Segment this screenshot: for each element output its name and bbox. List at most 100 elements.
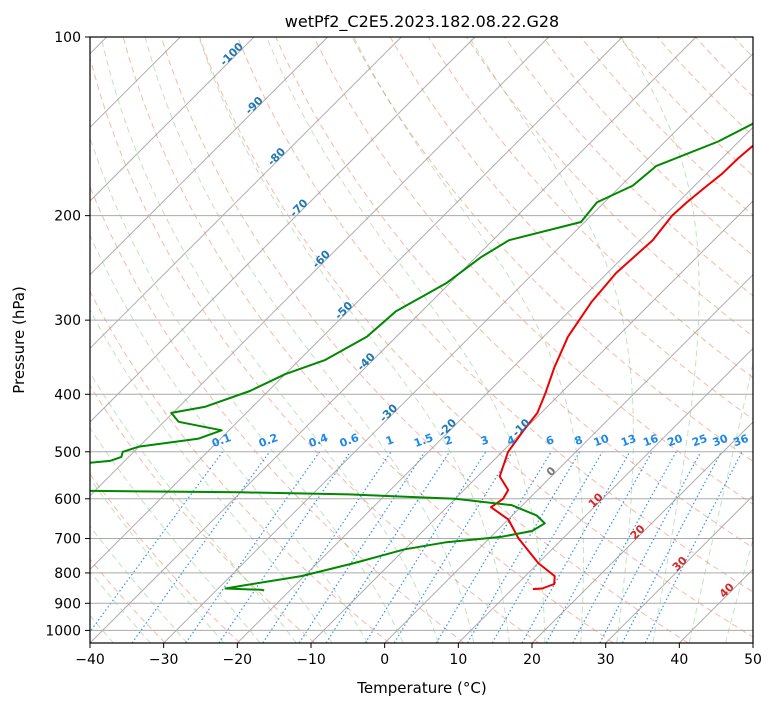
moist-adiabat-line [90,233,369,643]
dry-adiabat-label: -90 [243,94,266,117]
isotherm-line [236,126,753,643]
mixing-ratio-label: 0.6 [338,431,361,450]
plot-frame [89,36,754,644]
moist-adiabat-line [100,37,439,643]
x-tick-label: −20 [223,652,253,668]
mixing-ratio-label: 1.5 [412,431,435,450]
dry-adiabat-line [237,37,753,593]
mixing-ratio-label: 30 [711,432,730,450]
mixing-ratio-line [521,451,631,643]
mixing-ratio-line [599,451,702,643]
moist-adiabat-line [90,427,261,643]
dry-adiabat-line [90,290,390,643]
isotherm-line [384,273,753,643]
dewpoint-line [90,122,753,592]
mixing-ratio-line [572,451,677,643]
mixing-ratio-line [545,451,653,643]
dry-adiabat-label: -30 [377,401,400,424]
dry-adiabat-line [160,37,689,643]
isotherm-line [90,37,402,350]
moist-adiabat-line [90,477,225,643]
mixing-ratio-label: 36 [731,432,750,450]
dry-adiabat-line [504,37,753,297]
dry-adiabat-line [695,37,753,98]
moist-adiabat-label: 30 [670,554,690,574]
y-tick-label: 900 [54,596,81,612]
moist-adiabat-line [353,37,584,643]
dry-adiabat-line [313,37,753,505]
y-tick-label: 100 [54,30,81,46]
mixing-ratio-label: 0.2 [257,431,280,450]
moist-adiabat-line [468,37,634,643]
moist-adiabat-line [266,37,546,643]
mixing-ratio-line [262,451,392,643]
x-tick-label: 0 [380,652,389,668]
moist-adiabat-line [144,37,475,643]
mixing-ratio-label: 1 [384,433,396,448]
y-tick-label: 700 [54,532,81,548]
mixing-ratio-line [131,451,271,643]
moist-adiabat-line [90,525,188,643]
dry-adiabat-line [427,37,753,379]
dry-adiabat-line [275,37,753,549]
x-tick-label: −10 [296,652,326,668]
x-tick-label: 50 [744,652,762,668]
mixing-ratio-label: 6 [544,433,556,448]
dry-adiabat-line [733,37,753,58]
x-axis-title: Temperature (°C) [356,679,486,697]
temperature-line [490,144,753,591]
mixing-ratio-line [644,451,743,643]
mixing-ratio-label: 4 [505,433,517,448]
isotherm-line [531,421,753,643]
dry-adiabat-label: -80 [265,145,288,168]
mixing-ratio-line [185,451,321,643]
y-tick-label: 400 [54,387,81,403]
mixing-ratio-label: 3 [479,433,491,448]
mixing-ratio-label: 2 [443,433,455,448]
x-tick-label: −40 [75,652,105,668]
y-tick-label: 300 [54,313,81,329]
background-lines [90,37,753,643]
dry-adiabat-line [542,37,753,257]
isotherm-line [90,37,550,497]
moist-adiabat-line [90,308,333,643]
y-tick-label: 1000 [45,623,81,639]
dry-adiabat-label: -100 [217,40,246,69]
moist-adiabat-label: 40 [717,580,737,600]
chart-title: wetPf2_C2E5.2023.182.08.22.G28 [285,12,559,32]
y-axis-title: Pressure (hPa) [10,286,28,394]
mixing-ratio-line [90,451,224,633]
mixing-ratio-line [621,451,722,643]
y-tick-label: 800 [54,566,81,582]
dry-adiabat-line [351,37,753,463]
moist-adiabat-line [620,37,700,643]
mixing-ratio-label: 10 [592,432,611,450]
y-tick-label: 600 [54,492,81,508]
mixing-ratio-line [218,451,351,643]
isotherm-line [752,642,753,643]
moist-adiabat-line [725,537,753,643]
isotherm-line [90,37,623,571]
moist-adiabat-label: 20 [628,522,648,542]
moist-adiabat-line [198,37,510,643]
isotherm-line [90,37,476,423]
isotherm-line [90,37,329,276]
x-tick-label: −30 [149,652,179,668]
mixing-ratio-line [364,451,487,643]
dry-adiabat-label: -40 [355,350,378,373]
dry-adiabat-line [90,384,316,643]
mixing-ratio-label: 20 [666,432,685,450]
dry-adiabat-line [90,185,465,643]
isotherm-line [310,200,753,643]
mixing-ratio-label: 16 [641,432,660,450]
isotherm-line [90,37,697,643]
series-group [90,122,753,592]
dry-adiabat-line [122,37,614,643]
dry-adiabat-line [657,37,753,137]
isotherm-line [457,347,753,643]
mixing-ratio-line [435,451,552,643]
isotherm-line [90,37,255,202]
dry-adiabat-line [389,37,753,420]
